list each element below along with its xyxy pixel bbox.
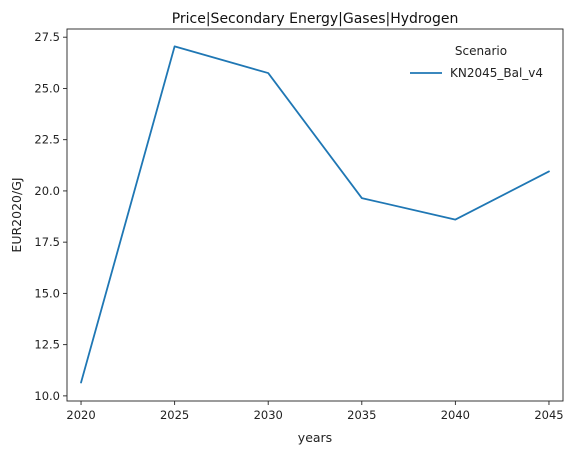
x-tick-label: 2030 bbox=[254, 408, 283, 422]
y-tick-label: 12.5 bbox=[34, 338, 60, 352]
y-tick-label: 10.0 bbox=[34, 389, 60, 403]
legend: Scenario KN2045_Bal_v4 bbox=[410, 44, 543, 80]
y-tick-label: 20.0 bbox=[34, 184, 60, 198]
chart-title: Price|Secondary Energy|Gases|Hydrogen bbox=[172, 11, 459, 27]
y-tick-label: 22.5 bbox=[34, 133, 60, 147]
x-tick-label: 2035 bbox=[347, 408, 376, 422]
plot-area bbox=[66, 28, 564, 402]
x-tick-label: 2025 bbox=[160, 408, 189, 422]
x-tick-label: 2045 bbox=[534, 408, 563, 422]
x-tick-label: 2040 bbox=[441, 408, 470, 422]
plot-frame bbox=[66, 28, 564, 402]
series-line-KN2045_Bal_v4 bbox=[80, 45, 550, 384]
x-tick-label: 2020 bbox=[66, 408, 95, 422]
y-tick-label: 17.5 bbox=[34, 235, 60, 249]
y-tick-label: 15.0 bbox=[34, 286, 60, 300]
x-axis-label: years bbox=[298, 430, 332, 445]
legend-entry-label: KN2045_Bal_v4 bbox=[450, 66, 543, 80]
x-axis: 2020 2025 2030 2035 2040 2045 bbox=[66, 401, 564, 422]
y-tick-label: 27.5 bbox=[34, 30, 60, 44]
y-tick-label: 25.0 bbox=[34, 81, 60, 95]
legend-title: Scenario bbox=[455, 44, 507, 58]
y-axis-label: EUR2020/GJ bbox=[9, 177, 24, 252]
series-layer bbox=[80, 45, 550, 384]
y-axis: 10.0 12.5 15.0 17.5 20.0 22.5 25.0 27.5 bbox=[34, 30, 67, 403]
